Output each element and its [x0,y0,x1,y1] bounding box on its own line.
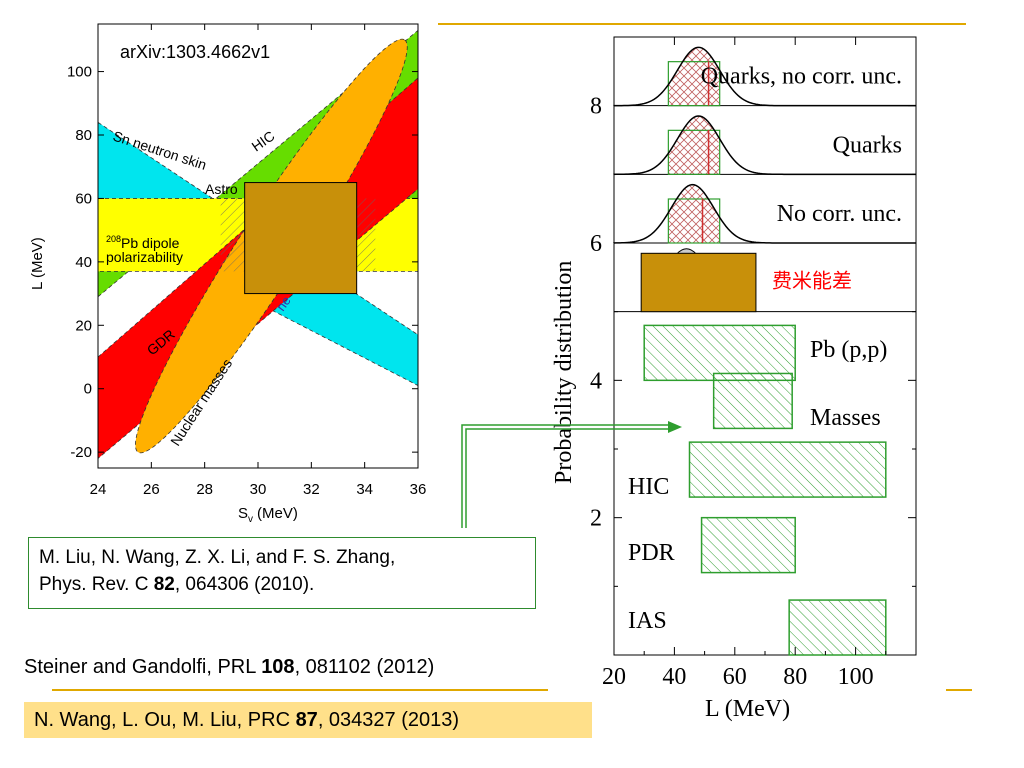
right-x-tick-label: 100 [838,664,874,690]
left-x-axis-unit: (MeV) [257,505,298,522]
liu-reference-line2: Phys. Rev. C 82, 064306 (2010). [39,571,525,598]
left-y-tick-label: 0 [84,381,92,398]
left-x-axis-label: Sv (MeV) [238,505,298,525]
constraint-box [644,325,795,380]
wang-reference: N. Wang, L. Ou, M. Liu, PRC 87, 034327 (… [24,702,592,738]
left-y-tick-label: 80 [75,127,92,144]
wang-authors: N. Wang, L. Ou, M. Liu, PRC [34,709,296,731]
left-y-tick-label: 100 [67,64,92,81]
steiner-reference: Steiner and Gandolfi, PRL 108, 081102 (2… [24,656,434,679]
left-y-tick-label: -20 [70,444,92,461]
liu-reference-line1: M. Liu, N. Wang, Z. X. Li, and F. S. Zha… [39,544,525,571]
right-y-tick-label: 8 [590,94,602,120]
constraint-label: Pb (p,p) [810,337,887,363]
liu-volume: 82 [154,574,175,595]
right-x-tick-label: 80 [783,664,807,690]
left-x-tick-label: 32 [303,481,320,498]
left-x-tick-label: 24 [90,481,107,498]
steiner-authors: Steiner and Gandolfi, PRL [24,656,261,678]
liu-pages: , 064306 (2010). [175,574,314,595]
liu-journal: Phys. Rev. C [39,574,154,595]
constraint-label: Masses [810,405,881,431]
constraint-label: PDR [628,540,675,566]
right-x-axis-label: L (MeV) [705,696,790,722]
constraint-box [714,373,793,428]
left-x-tick-label: 30 [250,481,267,498]
constraint-label: IAS [628,608,667,634]
right-y-axis-label: Probability distribution [551,261,577,484]
left-chart: 24 26 28 30 32 34 36 -20 0 20 40 60 80 100 arXiv:1303… [29,23,431,525]
arxiv-label: arXiv:1303.4662v1 [120,42,270,62]
left-x-tick-label: 26 [143,481,160,498]
left-y-tick-label: 40 [75,254,92,271]
constraint-label: HIC [628,474,669,500]
pb-superscript: 208 [106,234,121,244]
right-x-tick-label: 60 [723,664,747,690]
wang-pages: , 034327 (2013) [318,709,459,731]
panel-label: Quarks [833,132,902,158]
left-x-axis-subscript: v [248,514,253,525]
astro-hatch-left [221,198,245,271]
left-x-axis-symbol: S [238,505,248,522]
steiner-pages: , 081102 (2012) [295,656,435,678]
left-x-tick-label: 34 [356,481,373,498]
panel-tan-box [641,253,756,311]
panel-label: 费米能差 [772,269,852,293]
constraint-box [789,600,886,655]
constraint-box [702,518,796,573]
constraint-box [690,442,886,497]
right-x-tick-label: 20 [602,664,626,690]
wang-volume: 87 [296,709,318,731]
right-y-tick-label: 4 [590,368,602,394]
liu-reference-box: M. Liu, N. Wang, Z. X. Li, and F. S. Zha… [28,537,536,609]
region-label-polarizability: polarizability [106,249,183,265]
region-label-astro: Astro [205,181,238,197]
right-chart: Quarks, no corr. unc. Quarks No corr. unc.… [551,37,916,722]
astro-hatch-right [357,198,376,271]
steiner-volume: 108 [261,656,294,678]
right-x-tick-label: 40 [662,664,686,690]
left-x-tick-label: 28 [196,481,213,498]
left-y-axis-label: L (MeV) [29,237,46,290]
panel-label: No corr. unc. [777,201,902,227]
left-x-tick-label: 36 [410,481,427,498]
overlay-box [245,183,357,294]
right-y-tick-label: 2 [590,506,602,532]
right-y-tick-label: 6 [590,231,602,257]
left-y-tick-label: 60 [75,190,92,207]
slide-canvas: 24 26 28 30 32 34 36-20020406080100 arXiv:1303… [0,0,1024,768]
panel-label: Quarks, no corr. unc. [701,64,902,90]
left-y-tick-label: 20 [75,317,92,334]
